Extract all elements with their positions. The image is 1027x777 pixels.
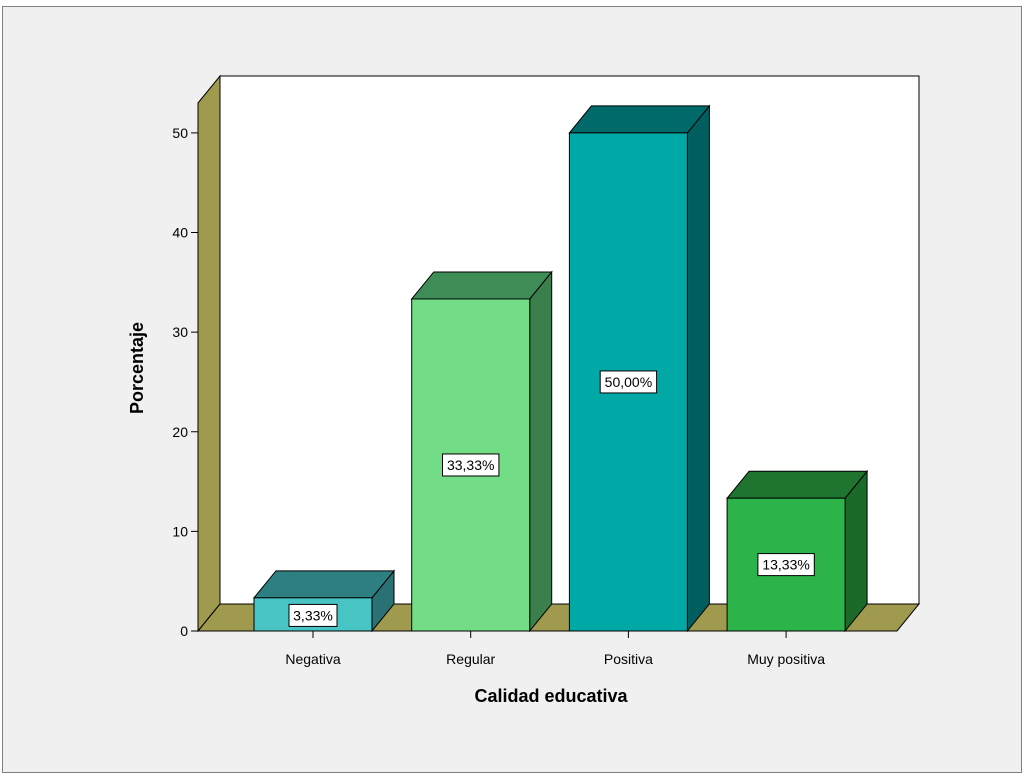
bar-side (686, 104, 710, 633)
bar-negativa: 3,33% (252, 569, 396, 633)
y-tick-label: 30 (172, 324, 188, 340)
data-label: 13,33% (762, 557, 809, 573)
x-tick-label: Negativa (285, 651, 340, 667)
bars: 3,33% 33,33% 50,00% 13,33% (252, 104, 869, 633)
y-axis-title: Porcentaje (127, 322, 147, 414)
y-tick-label: 40 (172, 225, 188, 241)
bar-regular: 33,33% (410, 270, 553, 633)
left-wall (197, 74, 221, 633)
x-axis-title: Calidad educativa (474, 686, 628, 706)
bar-side (529, 270, 553, 633)
bar-top (252, 570, 396, 599)
data-label: 50,00% (605, 374, 652, 390)
bar-positiva: 50,00% (568, 104, 711, 633)
y-tick-label: 0 (180, 623, 188, 639)
data-label-box (599, 370, 658, 394)
data-label-box (442, 453, 500, 477)
y-tick-label: 10 (172, 523, 188, 539)
y-tick-label: 20 (172, 424, 188, 440)
y-axis: 0 10 20 30 40 50 (172, 103, 199, 639)
bar-side (844, 469, 868, 633)
data-label: 33,33% (447, 457, 494, 473)
x-tick-label: Regular (446, 651, 495, 667)
y-tick-label: 50 (172, 125, 188, 141)
data-label-box (757, 553, 815, 577)
bar-top (568, 105, 711, 134)
x-tick-label: Muy positiva (747, 651, 825, 667)
bar-top (410, 271, 553, 300)
data-label-box (288, 603, 338, 627)
bar-top (726, 470, 869, 499)
bar-muy-positiva: 13,33% (726, 469, 869, 633)
x-axis: Negativa Regular Positiva Muy positiva (285, 631, 825, 667)
x-tick-label: Positiva (604, 651, 653, 667)
data-label: 3,33% (293, 607, 333, 623)
